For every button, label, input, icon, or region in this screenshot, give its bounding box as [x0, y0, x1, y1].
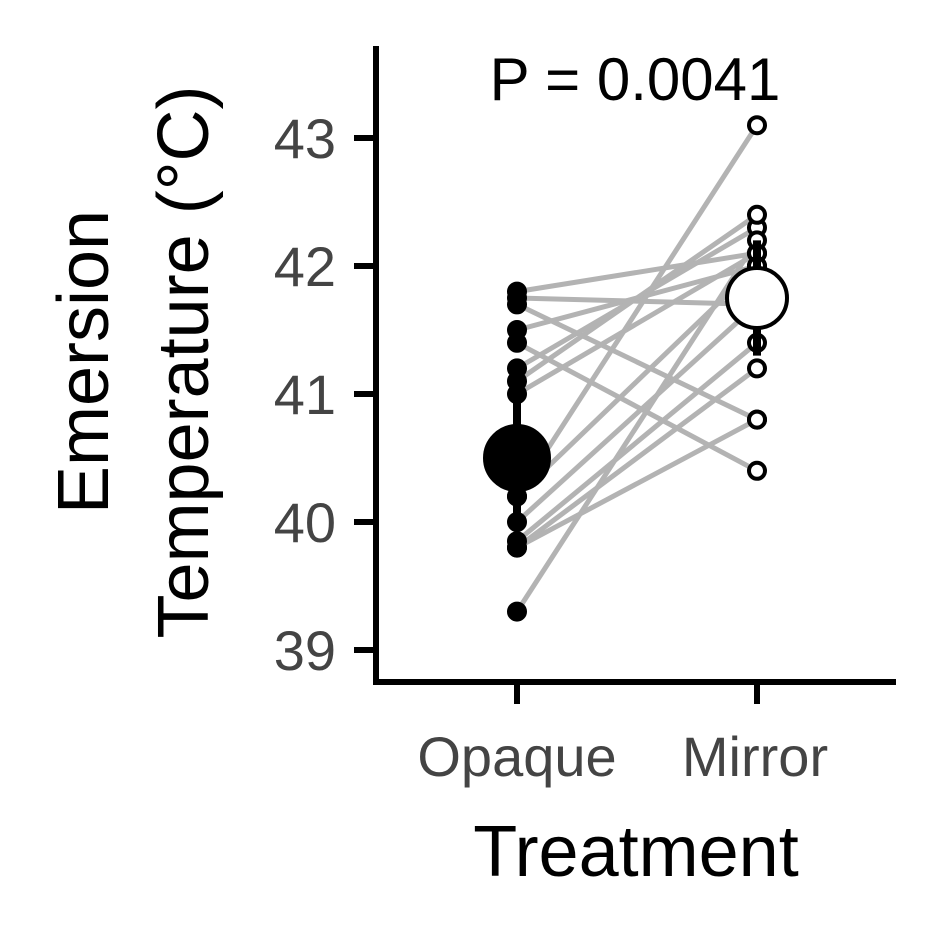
mirror-mean-marker: [725, 266, 789, 330]
opaque-point-14: [507, 537, 527, 558]
opaque-point-5: [507, 332, 527, 353]
mirror-point-7: [747, 204, 767, 225]
pair-line-9: [514, 123, 760, 498]
mirror-point-13: [747, 358, 767, 379]
pair-line-12: [515, 340, 759, 544]
x-tick-label-opaque: Opaque: [417, 725, 616, 788]
pair-lines: [514, 123, 760, 613]
opaque-mean-marker: [483, 424, 551, 492]
y-axis-title-line-1: Emersion: [44, 210, 124, 514]
pair-line-7: [515, 212, 759, 384]
opaque-point-3: [507, 294, 527, 315]
x-axis-title: Treatment: [473, 812, 798, 892]
opaque-point-15: [507, 601, 527, 622]
pair-line-15: [514, 239, 760, 613]
pair-line-13: [515, 366, 759, 550]
mirror-point-14: [747, 409, 767, 430]
pair-line-8: [515, 251, 759, 397]
axes: 39 40 41 42 43 Opaque Mirror: [274, 46, 896, 788]
mirror-point-9: [747, 115, 767, 136]
y-tick-label-39: 39: [274, 619, 336, 682]
x-tick-label-mirror: Mirror: [682, 725, 828, 788]
y-tick-label-40: 40: [274, 491, 336, 554]
y-axis-title-line-2: Temperature (°C): [144, 86, 224, 639]
y-axis-title: Emersion Temperature (°C): [44, 86, 224, 639]
y-tick-label-43: 43: [274, 107, 336, 170]
y-tick-label-41: 41: [274, 363, 336, 426]
pair-line-5: [515, 340, 759, 474]
mirror-point-5: [747, 460, 767, 481]
summary-markers: [483, 240, 789, 529]
pair-line-1: [516, 250, 758, 295]
y-tick-label-42: 42: [274, 235, 336, 298]
pair-line-14: [515, 417, 759, 550]
pair-line-11: [515, 302, 759, 524]
p-value-annotation: P = 0.0041: [490, 46, 781, 113]
